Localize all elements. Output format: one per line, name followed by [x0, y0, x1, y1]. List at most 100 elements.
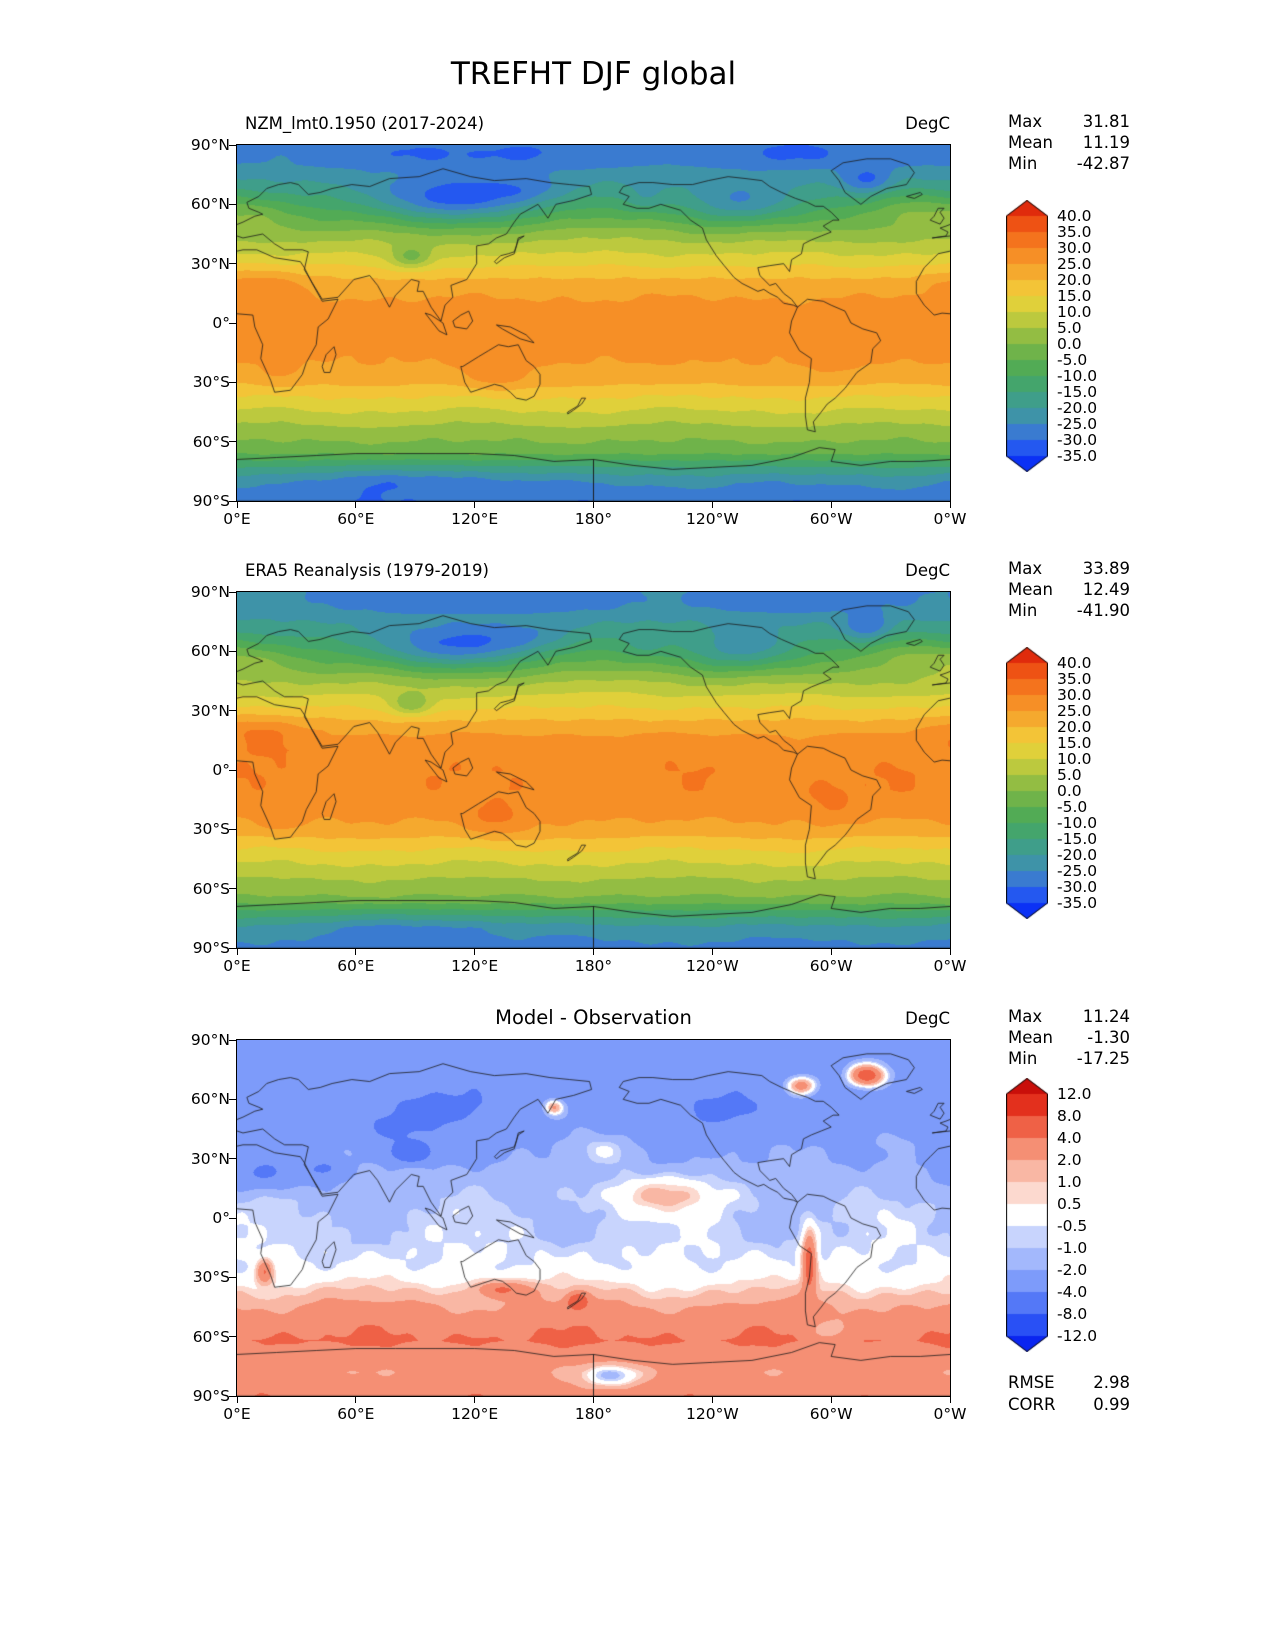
axis-tick [229, 1158, 236, 1160]
y-axis-tick-label: 90°S [192, 492, 230, 510]
colorbar-tick-label: -2.0 [1057, 1261, 1088, 1279]
colorbar-tick-label: 0.0 [1057, 782, 1082, 800]
axis-tick [355, 949, 357, 955]
axis-tick [229, 1098, 236, 1100]
colorbar-tick-label: 0.5 [1057, 1195, 1082, 1213]
colorbar-tick-label: -4.0 [1057, 1283, 1088, 1301]
colorbar-tick-label: -15.0 [1057, 383, 1098, 401]
y-axis-tick-label: 60°S [192, 432, 230, 451]
axis-tick [229, 650, 236, 652]
axis-tick [229, 441, 236, 443]
axis-tick [355, 502, 357, 508]
x-axis-tick-label: 0°W [933, 1405, 967, 1423]
colorbar-tick-label: 10.0 [1057, 750, 1092, 768]
x-axis-tick-label: 0°W [933, 957, 967, 975]
y-axis-tick-label: 30°S [192, 373, 230, 392]
stat-label: Mean [1008, 580, 1053, 599]
colorbar-tick-label: 15.0 [1057, 734, 1092, 752]
axis-tick [229, 1276, 236, 1278]
axis-tick [236, 949, 238, 955]
axis-tick [355, 1397, 357, 1403]
axis-tick [229, 947, 236, 949]
axis-tick [711, 949, 713, 955]
y-axis-tick-label: 30°N [190, 1149, 230, 1168]
x-axis-tick-label: 120°E [451, 1405, 499, 1423]
x-axis-tick-label: 180° [574, 957, 613, 975]
axis-tick [229, 1217, 236, 1219]
stat-label: Min [1008, 1049, 1038, 1068]
y-axis-tick-label: 90°S [192, 1387, 230, 1405]
colorbar-tick-label: -15.0 [1057, 830, 1098, 848]
axis-tick [229, 591, 236, 593]
x-axis-tick-label: 60°E [337, 510, 375, 528]
axis-tick [229, 769, 236, 771]
colorbar-tick-label: 20.0 [1057, 271, 1092, 289]
colorbar-tick-label: -12.0 [1057, 1327, 1098, 1345]
x-axis-tick-label: 0°E [223, 1405, 251, 1423]
axis-tick [229, 710, 236, 712]
axis-tick [474, 502, 476, 508]
colorbar-tick-label: -5.0 [1057, 351, 1088, 369]
units-label: DegC [905, 561, 950, 580]
colorbar-tick-label: 8.0 [1057, 1107, 1082, 1125]
stat-row: Max 31.81 [1008, 111, 1130, 132]
stat-value: 33.89 [1082, 559, 1130, 578]
panel-subtitle: ERA5 Reanalysis (1979-2019) [245, 561, 489, 580]
colorbar-tick-label: -0.5 [1057, 1217, 1088, 1235]
axis-tick [593, 502, 594, 508]
axis-tick [229, 322, 236, 324]
colorbar-tick-label: -30.0 [1057, 878, 1098, 896]
stat-label: Min [1008, 154, 1038, 173]
colorbar-tick-label: 25.0 [1057, 702, 1092, 720]
stat-value: -42.87 [1076, 154, 1130, 173]
stat-value: 31.81 [1082, 112, 1130, 131]
axis-tick [229, 500, 236, 502]
map-canvas-1 [236, 591, 951, 949]
axis-tick [229, 144, 236, 146]
y-axis-tick-label: 30°S [192, 820, 230, 839]
axis-tick [236, 502, 238, 508]
stat-row: Mean 12.49 [1008, 579, 1130, 600]
stat-row: Mean 11.19 [1008, 132, 1130, 153]
colorbar-canvas-2 [1006, 1078, 1048, 1352]
stat-row: Min -41.90 [1008, 600, 1130, 621]
stat-value: 12.49 [1082, 580, 1130, 599]
panel-subtitle: Model - Observation [495, 1006, 692, 1029]
x-axis-tick-label: 120°E [451, 510, 499, 528]
map-canvas-0 [236, 144, 951, 502]
colorbar-tick-label: 15.0 [1057, 287, 1092, 305]
metric-value: 2.98 [1093, 1373, 1130, 1392]
x-axis-tick-label: 120°W [685, 510, 739, 528]
axis-tick [593, 1397, 594, 1403]
stat-row: Max 11.24 [1008, 1006, 1130, 1027]
metric-label: RMSE [1008, 1373, 1055, 1392]
axis-tick [830, 1397, 832, 1403]
x-axis-tick-label: 0°E [223, 957, 251, 975]
colorbar-tick-label: -10.0 [1057, 814, 1098, 832]
colorbar-tick-label: -1.0 [1057, 1239, 1088, 1257]
colorbar-tick-label: 10.0 [1057, 303, 1092, 321]
stat-label: Max [1008, 112, 1043, 131]
axis-tick [830, 502, 832, 508]
metric-value: 0.99 [1093, 1395, 1130, 1414]
stat-row: Min -42.87 [1008, 153, 1130, 174]
colorbar-tick-label: -25.0 [1057, 415, 1098, 433]
x-axis-tick-label: 60°W [809, 957, 853, 975]
panel-subtitle: NZM_lmt0.1950 (2017-2024) [245, 114, 485, 133]
axis-tick [229, 828, 236, 830]
y-axis-tick-label: 60°S [192, 1327, 230, 1346]
y-axis-tick-label: 0° [212, 761, 230, 779]
x-axis-tick-label: 180° [574, 510, 613, 528]
colorbar-tick-label: 40.0 [1057, 654, 1092, 672]
colorbar-tick-label: 35.0 [1057, 223, 1092, 241]
stat-row: Min -17.25 [1008, 1048, 1130, 1069]
y-axis-tick-label: 90°N [190, 136, 230, 154]
y-axis-tick-label: 30°N [190, 254, 230, 273]
stat-label: Min [1008, 601, 1038, 620]
x-axis-tick-label: 120°E [451, 957, 499, 975]
axis-tick [949, 949, 951, 955]
y-axis-tick-label: 90°N [190, 1031, 230, 1049]
x-axis-tick-label: 120°W [685, 957, 739, 975]
colorbar-tick-label: 30.0 [1057, 686, 1092, 704]
